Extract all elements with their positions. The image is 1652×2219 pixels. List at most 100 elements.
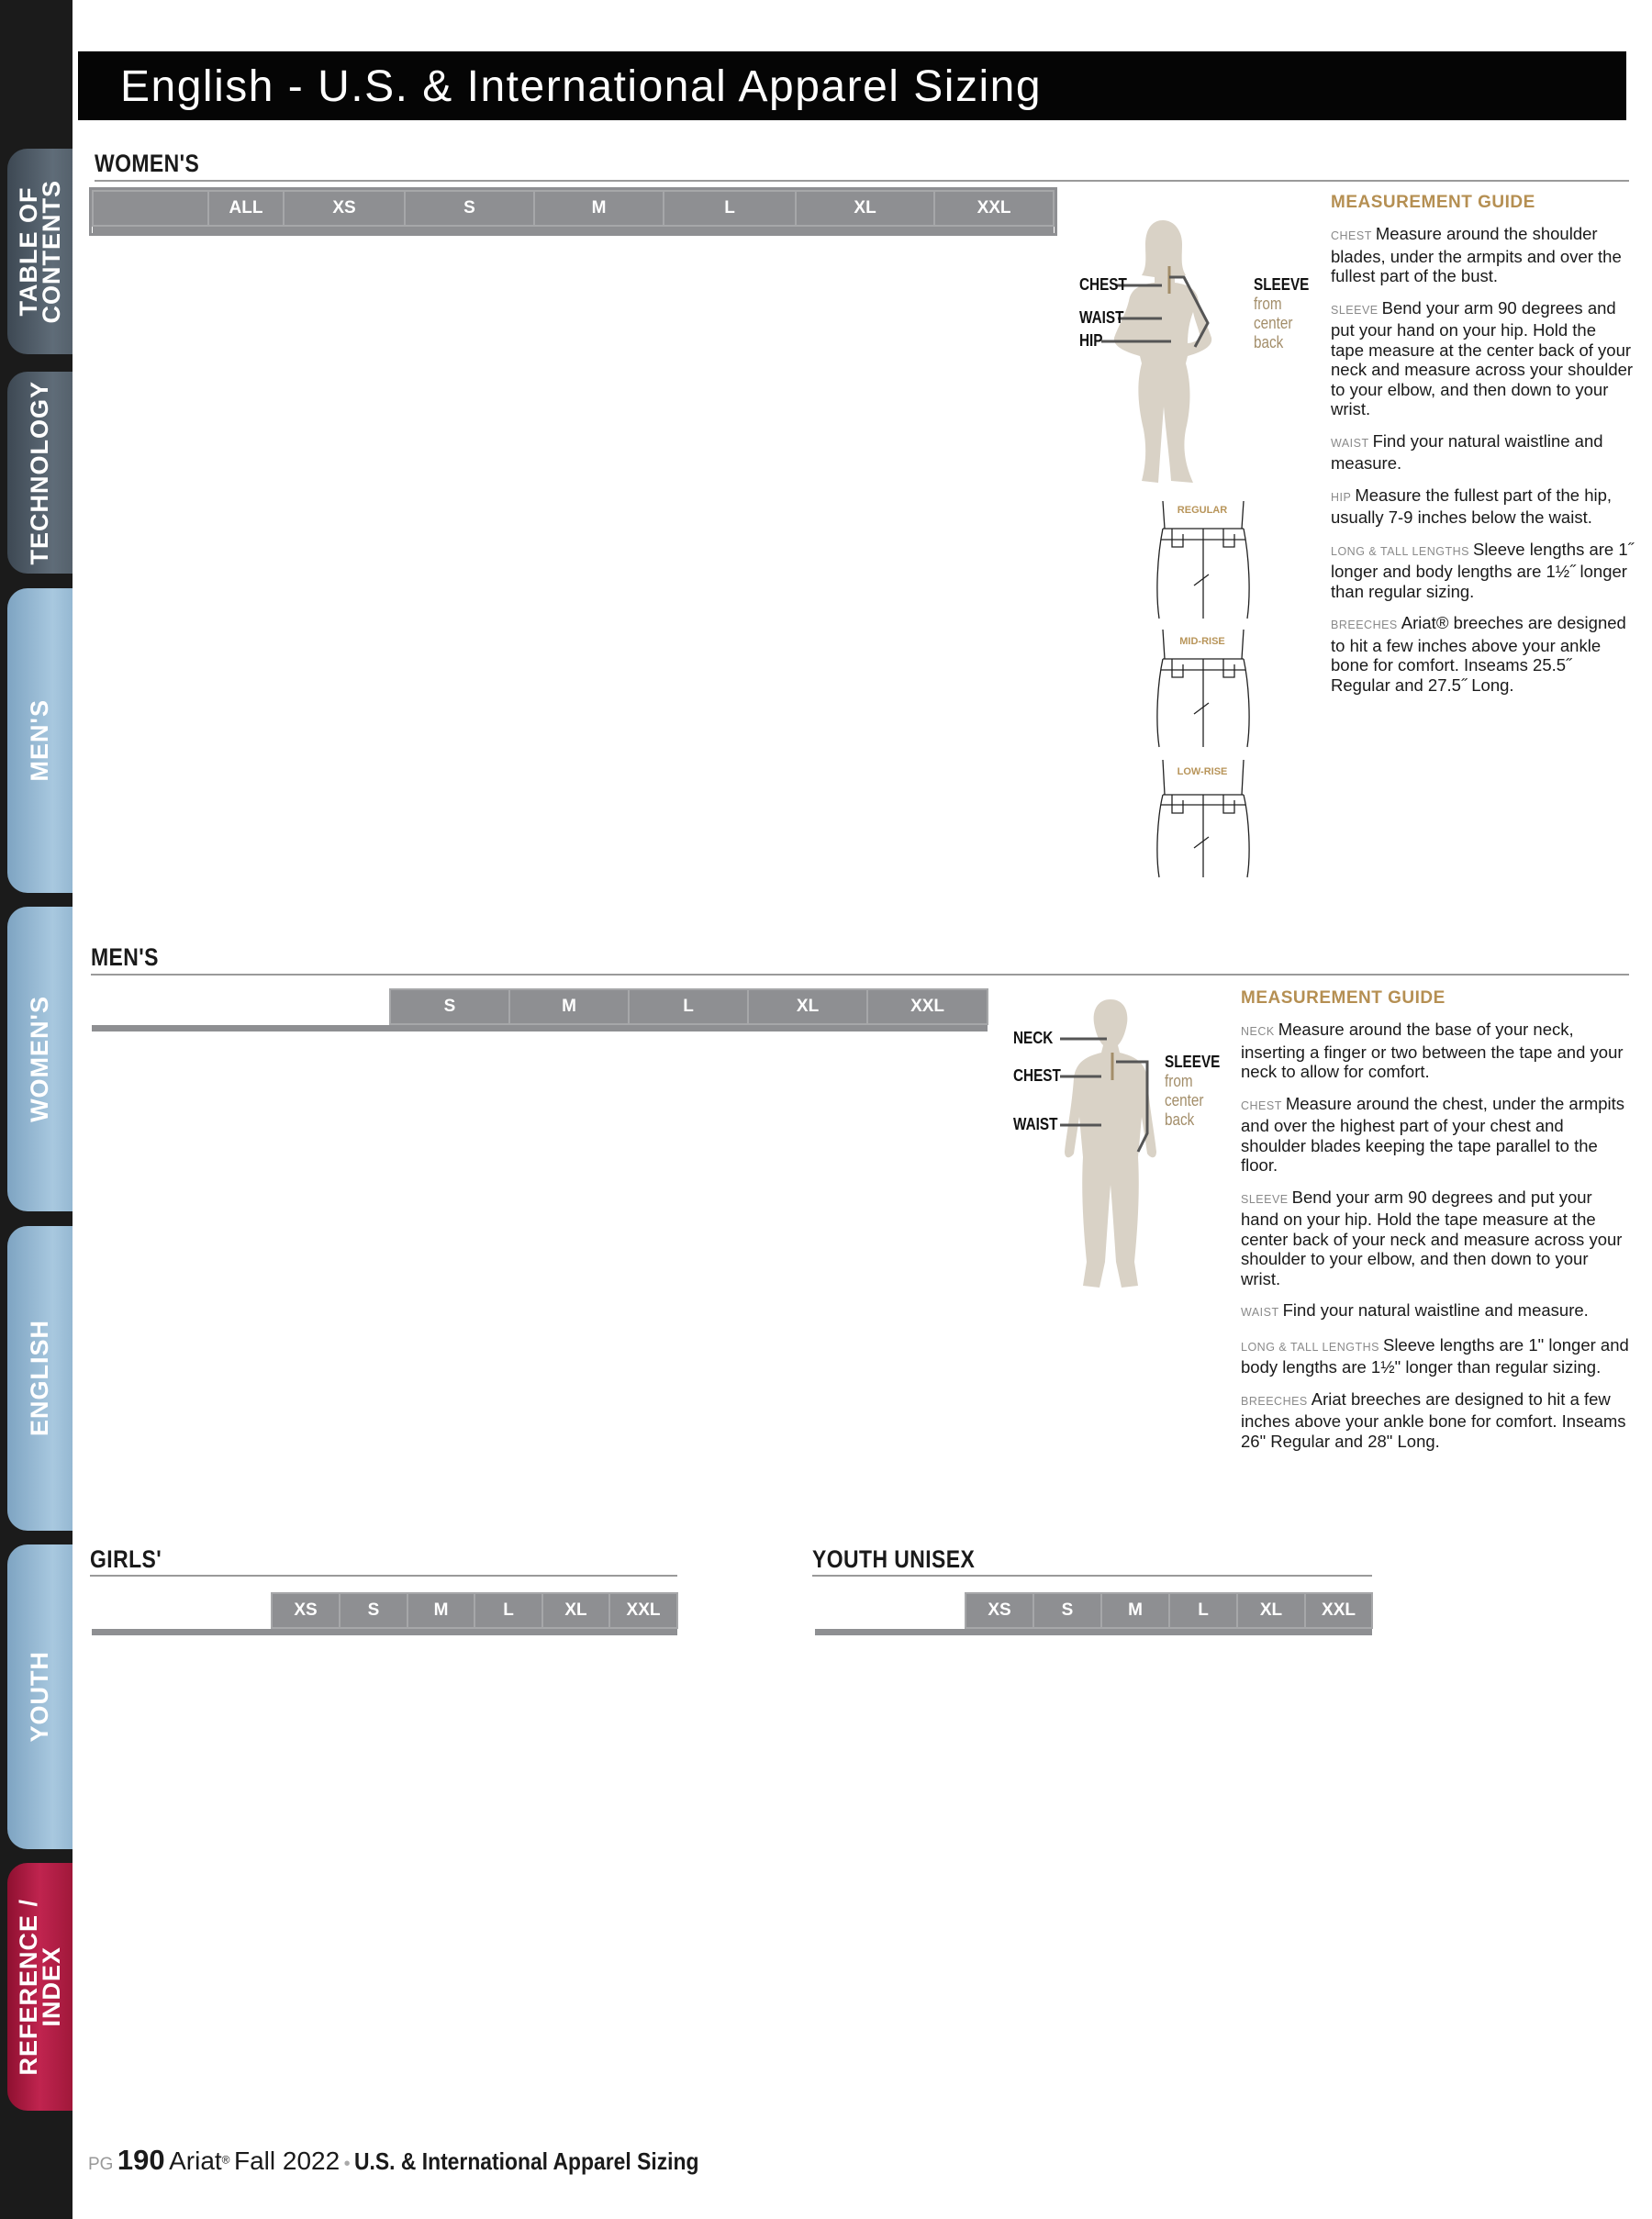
girls-size-table: XS S M L XL XXL	[92, 1592, 678, 1635]
sleeve-sublabel: from center back	[1165, 1072, 1204, 1129]
guide-key: NECK	[1241, 1025, 1275, 1038]
sleeve-sublabel: from center back	[1254, 295, 1293, 351]
divider	[95, 180, 1629, 182]
tab-table-of-contents[interactable]: TABLE OF CONTENTS	[7, 149, 73, 354]
tab-label: REFERENCE / INDEX	[14, 1898, 65, 2076]
size-header: XXL	[1304, 1592, 1373, 1629]
section-divider	[815, 1628, 1372, 1635]
catalog-name: Ariat	[169, 2147, 222, 2175]
guide-text: Bend your arm 90 degrees and put your ha…	[1241, 1187, 1623, 1288]
neck-label: NECK	[1013, 1029, 1054, 1047]
divider	[91, 974, 1629, 976]
man-silhouette-icon	[1060, 999, 1156, 1288]
size-header: S	[1032, 1592, 1102, 1629]
guide-key: SLEEVE	[1331, 303, 1379, 317]
section-divider	[93, 226, 1055, 233]
youth-heading: YOUTH UNISEX	[812, 1545, 976, 1573]
tab-label: YOUTH	[26, 1651, 53, 1743]
guide-item: LONG & TALL LENGTHS Sleeve lengths are 1"…	[1241, 1335, 1631, 1377]
mens-figure: NECK CHEST WAIST SLEEVE from center back	[1010, 996, 1239, 1299]
size-header: XL	[541, 1592, 610, 1629]
pants-sketch-icon	[1156, 501, 1250, 878]
womens-measurement-guide: MEASUREMENT GUIDE CHEST Measure around th…	[1331, 193, 1634, 707]
tab-english[interactable]: ENGLISH	[7, 1226, 73, 1531]
mens-heading: MEN'S	[91, 943, 159, 971]
guide-key: LONG & TALL LENGTHS	[1331, 544, 1469, 558]
guide-key: HIP	[1331, 490, 1352, 504]
guide-key: LONG & TALL LENGTHS	[1241, 1340, 1379, 1354]
guide-key: WAIST	[1241, 1306, 1279, 1319]
divider-cell	[93, 226, 1055, 233]
section-divider	[92, 1024, 988, 1031]
woman-silhouette-icon	[1101, 220, 1212, 483]
size-header: L	[474, 1592, 543, 1629]
guide-text: Measure around the base of your neck, in…	[1241, 1020, 1624, 1081]
size-header: M	[1100, 1592, 1170, 1629]
guide-item: SLEEVE Bend your arm 90 degrees and put y…	[1331, 298, 1634, 419]
chest-label: CHEST	[1079, 275, 1127, 294]
low-rise-label: LOW-RISE	[1177, 766, 1228, 777]
section-divider	[92, 1628, 677, 1635]
guide-item: CHEST Measure around the chest, under the…	[1241, 1094, 1631, 1176]
guide-text: Ariat® breeches are designed to hit a fe…	[1331, 613, 1626, 695]
divider	[90, 1575, 677, 1577]
size-header: L	[663, 190, 798, 227]
header-blank	[92, 989, 390, 1024]
guide-text: Sleeve lengths are 1˝ longer and body le…	[1331, 539, 1634, 601]
guide-item: BREECHES Ariat breeches are designed to h…	[1241, 1389, 1631, 1452]
registered-mark: ®	[221, 2153, 230, 2167]
size-header-row: XS S M L XL XXL	[815, 1592, 1373, 1629]
sleeve-label: SLEEVE	[1165, 1053, 1221, 1071]
tab-label: ENGLISH	[26, 1320, 53, 1437]
regular-rise-label: REGULAR	[1177, 505, 1228, 516]
divider	[812, 1575, 1372, 1577]
page-footer: PG 190 Ariat® Fall 2022 • U.S. & Interna…	[88, 2144, 746, 2177]
size-header-row: XS S M L XL XXL	[92, 1592, 678, 1629]
header-blank	[92, 190, 209, 227]
tab-label: TABLE OF CONTENTS	[14, 179, 65, 324]
title-bar: English - U.S. & International Apparel S…	[78, 51, 1626, 120]
guide-key: CHEST	[1331, 229, 1372, 242]
tab-youth[interactable]: YOUTH	[7, 1544, 73, 1849]
guide-key: BREECHES	[1331, 619, 1398, 631]
guide-text: Measure the fullest part of the hip, usu…	[1331, 485, 1613, 528]
size-header: ALL	[207, 190, 285, 227]
header-blank	[92, 1593, 272, 1628]
mens-measurement-guide: MEASUREMENT GUIDE NECK Measure around the…	[1241, 988, 1631, 1463]
size-header: XXL	[866, 988, 989, 1025]
catalog-season: Fall 2022	[233, 2147, 340, 2175]
tab-reference-index[interactable]: REFERENCE / INDEX	[7, 1863, 73, 2111]
page-number: 190	[117, 2144, 165, 2176]
size-header: XXL	[933, 190, 1055, 227]
tab-technology[interactable]: TECHNOLOGY	[7, 372, 73, 574]
tab-mens[interactable]: MEN'S	[7, 588, 73, 893]
sidebar-nav: TABLE OF CONTENTS TECHNOLOGY MEN'S WOMEN…	[0, 0, 73, 2219]
tab-womens[interactable]: WOMEN'S	[7, 907, 73, 1211]
size-header-row: S M L XL XXL	[92, 988, 989, 1025]
guide-item: WAIST Find your natural waistline and mea…	[1331, 431, 1634, 474]
guide-text: Find your natural waistline and measure.	[1282, 1300, 1589, 1320]
mid-rise-label: MID-RISE	[1179, 636, 1225, 647]
guide-text: Ariat breeches are designed to hit a few…	[1241, 1388, 1626, 1451]
pg-label: PG	[88, 2155, 114, 2174]
size-header: M	[533, 190, 665, 227]
guide-item: HIP Measure the fullest part of the hip, …	[1331, 485, 1634, 528]
guide-item: LONG & TALL LENGTHS Sleeve lengths are 1˝…	[1331, 540, 1634, 602]
guide-text: Measure around the chest, under the armp…	[1241, 1093, 1625, 1176]
waist-label: WAIST	[1079, 308, 1124, 327]
size-header: XS	[282, 190, 407, 227]
guide-item: WAIST Find your natural waistline and mea…	[1241, 1300, 1631, 1323]
section-name: U.S. & International Apparel Sizing	[354, 2147, 699, 2175]
guide-item: NECK Measure around the base of your neck…	[1241, 1020, 1631, 1082]
girls-heading: GIRLS'	[90, 1545, 162, 1573]
size-header: XS	[965, 1592, 1034, 1629]
guide-text: Sleeve lengths are 1" longer and body le…	[1241, 1334, 1629, 1377]
guide-text: Measure around the shoulder blades, unde…	[1331, 224, 1622, 285]
guide-item: SLEEVE Bend your arm 90 degrees and put y…	[1241, 1188, 1631, 1289]
youth-size-table: XS S M L XL XXL	[815, 1592, 1373, 1635]
header-blank	[815, 1593, 966, 1628]
chest-label: CHEST	[1013, 1066, 1061, 1085]
tab-label: MEN'S	[26, 699, 53, 782]
rise-sketches: REGULAR MID-RISE LOW-RISE	[1152, 501, 1257, 886]
page-title: English - U.S. & International Apparel S…	[120, 62, 1043, 111]
